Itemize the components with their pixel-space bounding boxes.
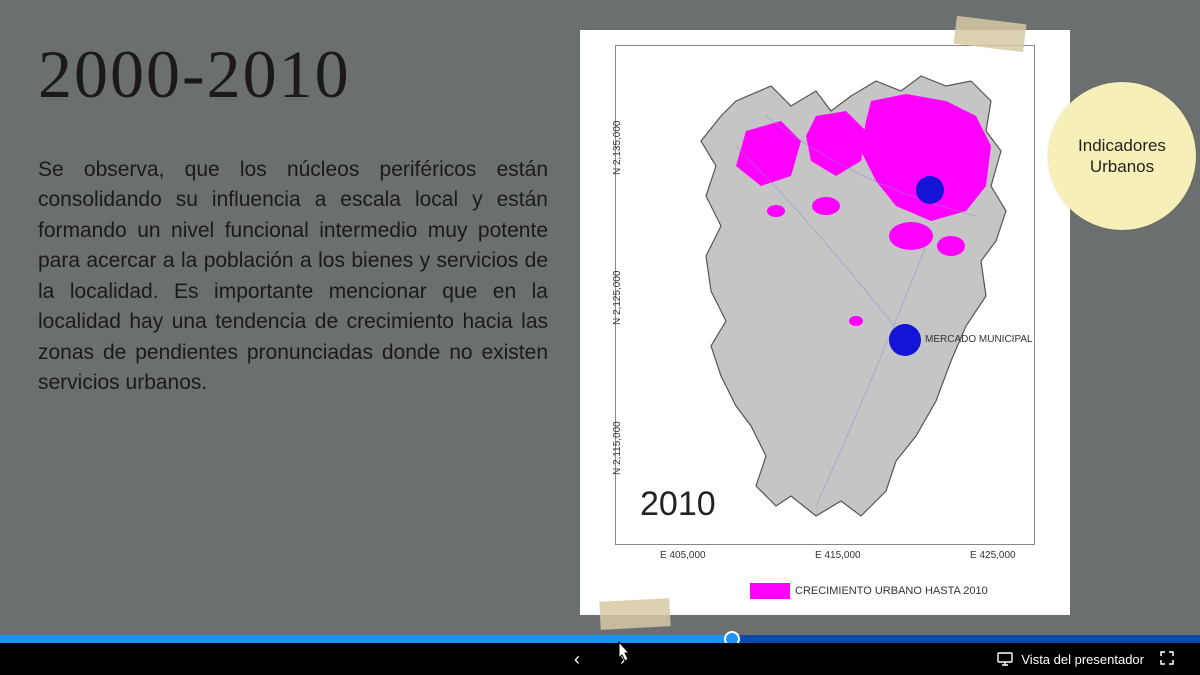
fullscreen-button[interactable]	[1152, 651, 1182, 668]
player-bar: ‹ › Vista del presentador	[0, 643, 1200, 675]
slide-body: Se observa, que los núcleos periféricos …	[38, 155, 548, 399]
legend-label: CRECIMIENTO URBANO HASTA 2010	[795, 585, 988, 597]
slide: 2000-2010 Se observa, que los núcleos pe…	[0, 0, 1200, 635]
presenter-icon	[997, 652, 1013, 666]
presenter-label: Vista del presentador	[1021, 652, 1144, 667]
map-svg	[616, 46, 1036, 546]
map-year-label: 2010	[640, 485, 716, 524]
indicator-label: Indicadores Urbanos	[1078, 135, 1166, 178]
indicator-badge: Indicadores Urbanos	[1048, 82, 1196, 230]
x-tick-0: E 405,000	[660, 550, 706, 561]
x-tick-1: E 415,000	[815, 550, 861, 561]
progress-fill	[0, 635, 732, 643]
y-tick-1: N 2,125,000	[612, 271, 623, 326]
legend-swatch	[750, 583, 790, 599]
map-point-1-label: MERCADO MUNICIPAL	[925, 334, 1033, 345]
tape-decoration	[599, 598, 670, 630]
slide-title: 2000-2010	[38, 35, 351, 114]
next-button[interactable]: ›	[620, 649, 626, 670]
map-frame	[615, 45, 1035, 545]
map-point-0	[916, 176, 944, 204]
progress-bar[interactable]	[0, 635, 1200, 643]
y-tick-0: N 2,135,000	[612, 121, 623, 176]
x-tick-2: E 425,000	[970, 550, 1016, 561]
map-card: N 2,135,000 N 2,125,000 N 2,115,000 E 40…	[580, 30, 1070, 615]
map-point-1	[889, 324, 921, 356]
y-tick-2: N 2,115,000	[612, 421, 623, 475]
prev-button[interactable]: ‹	[574, 649, 580, 670]
presenter-view-button[interactable]: Vista del presentador	[987, 643, 1192, 675]
